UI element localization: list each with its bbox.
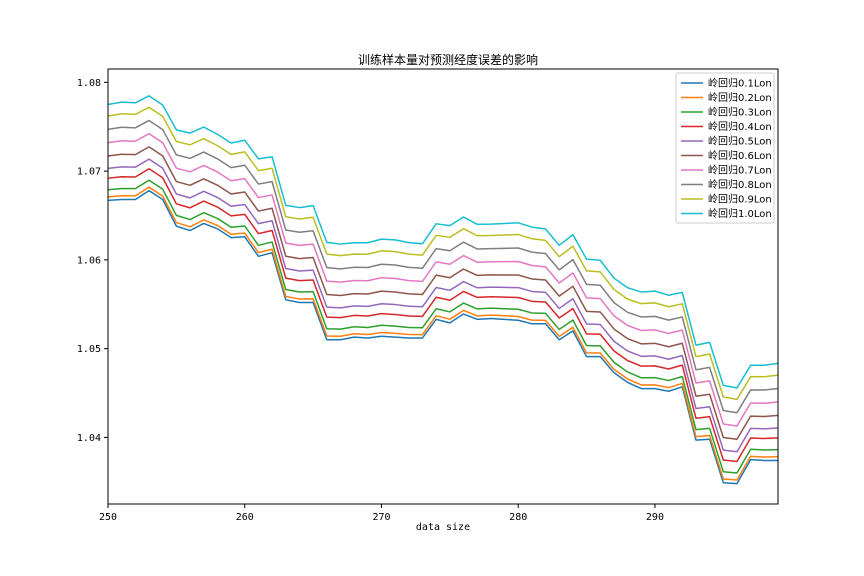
x-tick-label: 260 — [236, 512, 254, 523]
series-line-3 — [107, 179, 779, 474]
legend-label: 岭回归0.8Lon — [708, 178, 772, 191]
legend-label: 岭回归0.1Lon — [708, 77, 772, 90]
series-line-1 — [107, 189, 778, 485]
y-tick-label: 1.04 — [77, 433, 101, 444]
legend-label: 岭回归0.4Lon — [708, 120, 772, 133]
series-line-6 — [107, 146, 779, 441]
y-tick-label: 1.07 — [77, 167, 101, 178]
y-tick-label: 1.06 — [77, 255, 101, 266]
axes-layer: 250 260 270 280 290 1.04 1.05 1.06 1.07 1.08 — [77, 78, 664, 523]
legend-label: 岭回归0.9Lon — [708, 193, 772, 206]
series-line-9 — [107, 106, 779, 401]
chart-title: 训练样本量对预测经度误差的影响 — [358, 52, 538, 67]
plot-frame — [107, 68, 779, 505]
legend-label: 岭回归0.2Lon — [708, 91, 772, 104]
series-line-2 — [107, 186, 779, 481]
x-axis-label: data size — [416, 522, 470, 533]
legend-label: 岭回归0.3Lon — [708, 106, 772, 119]
x-tick-label: 280 — [509, 512, 527, 523]
legend-label: 岭回归0.7Lon — [708, 164, 772, 177]
series-line-10 — [107, 95, 779, 389]
y-tick-label: 1.08 — [77, 78, 101, 89]
legend-box — [675, 72, 775, 224]
x-tick-label: 290 — [646, 512, 664, 523]
series-line-5 — [107, 158, 779, 453]
y-tick-label: 1.05 — [77, 344, 101, 355]
lines-layer — [107, 95, 779, 485]
series-line-7 — [107, 132, 779, 427]
x-tick-label: 270 — [372, 512, 390, 523]
legend-label: 岭回归0.6Lon — [708, 149, 772, 162]
legend-label: 岭回归0.5Lon — [708, 135, 772, 148]
series-line-4 — [107, 168, 779, 463]
x-tick-label: 250 — [99, 512, 117, 523]
legend-label: 岭回归1.0Lon — [708, 207, 772, 220]
series-line-8 — [107, 119, 779, 414]
